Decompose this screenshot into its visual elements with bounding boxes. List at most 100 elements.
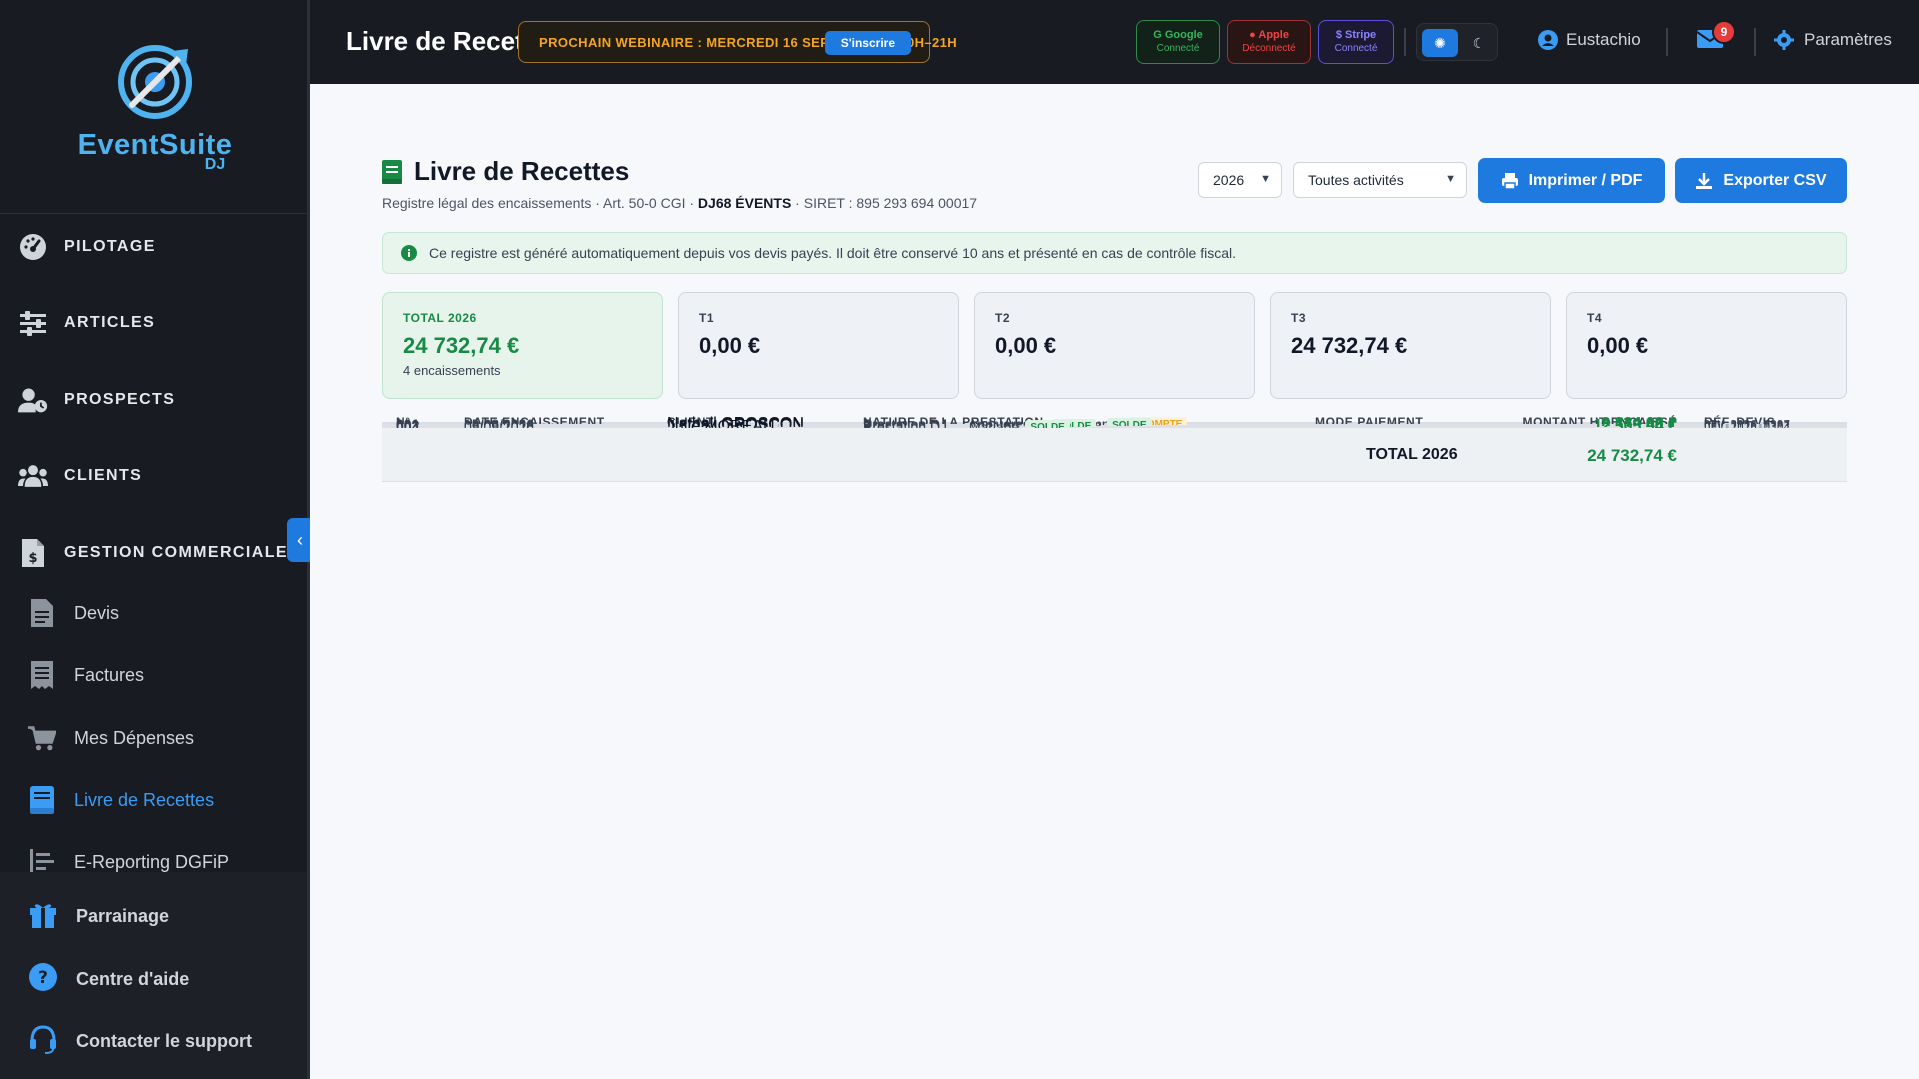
- integration-name: Google: [1164, 29, 1203, 42]
- page-header: Livre de Recettes Registre légal des enc…: [382, 156, 977, 211]
- table-footer: TOTAL 2026 24 732,74 €: [382, 428, 1847, 482]
- gift-icon: [28, 899, 58, 934]
- users-icon: [18, 461, 48, 491]
- divider: [1404, 28, 1406, 56]
- nav-item-depenses[interactable]: Mes Dépenses: [0, 722, 307, 754]
- dashboard-gauge-icon: [18, 232, 48, 262]
- receipts-table: N° DATE ENCAISSEMENT CLIENT NATURE DE LA…: [382, 415, 1847, 482]
- nav-item-centre-aide[interactable]: ? Centre d'aide: [0, 962, 307, 997]
- print-pdf-button[interactable]: Imprimer / PDF: [1478, 158, 1665, 203]
- nav-item-label: Livre de Recettes: [74, 789, 215, 810]
- nav-item-e-reporting[interactable]: E-Reporting DGFiP: [0, 846, 307, 878]
- theme-toggle[interactable]: ✺ ☾: [1416, 23, 1498, 61]
- gear-icon: [1774, 30, 1794, 50]
- nav-item-label: Devis: [74, 602, 120, 623]
- nav-section-label: PROSPECTS: [64, 391, 176, 408]
- activity-select-value: Toutes activités: [1308, 172, 1404, 188]
- footer-total-label: TOTAL 2026: [1366, 446, 1458, 463]
- activity-select[interactable]: Toutes activités ▼: [1293, 162, 1467, 198]
- logo-subtext: DJ: [204, 156, 226, 173]
- subtitle-suffix: · SIRET : 895 293 694 00017: [791, 195, 978, 211]
- nav-section-articles[interactable]: ARTICLES: [0, 306, 307, 340]
- nav-section-label: ARTICLES: [64, 314, 156, 331]
- settings-button[interactable]: Paramètres: [1774, 30, 1892, 50]
- summary-card-t4: T4 0,00 €: [1566, 292, 1847, 399]
- summary-card-t1: T1 0,00 €: [678, 292, 959, 399]
- nav-item-label: E-Reporting DGFiP: [74, 851, 230, 872]
- card-value: 0,00 €: [995, 333, 1057, 358]
- nav-section-label: PILOTAGE: [64, 238, 156, 255]
- invoice-dollar-icon: $: [18, 538, 48, 568]
- integration-status: Déconnecté: [1242, 42, 1296, 54]
- card-value: 0,00 €: [1587, 333, 1649, 358]
- nav-item-factures[interactable]: Factures: [0, 659, 307, 691]
- card-value: 24 732,74 €: [403, 333, 520, 358]
- info-text: Ce registre est généré automatiquement d…: [429, 245, 1237, 261]
- cart-icon: [28, 724, 56, 752]
- nav-section-prospects[interactable]: PROSPECTS: [0, 383, 307, 417]
- svg-text:?: ?: [38, 968, 48, 988]
- google-integration-badge[interactable]: G Google Connecté: [1136, 20, 1220, 64]
- info-circle-icon: [401, 245, 417, 261]
- card-value: 24 732,74 €: [1291, 333, 1408, 358]
- nav-item-parrainage[interactable]: Parrainage: [0, 900, 307, 932]
- list-chart-icon: [28, 848, 56, 876]
- sidebar-collapse-button[interactable]: ‹: [287, 518, 313, 562]
- nav-section-pilotage[interactable]: PILOTAGE: [0, 230, 307, 264]
- webinar-register-button[interactable]: S'inscrire: [824, 31, 911, 55]
- year-select[interactable]: 2026 ▼: [1198, 162, 1282, 198]
- main-content: Livre de Recettes Registre légal des enc…: [310, 84, 1919, 1079]
- divider: [1666, 28, 1668, 56]
- topbar: Livre de Recettes PROCHAIN WEBINAIRE : M…: [310, 0, 1919, 84]
- summary-card-t2: T2 0,00 €: [974, 292, 1255, 399]
- card-label: T2: [995, 311, 1011, 325]
- receipt-icon: [28, 661, 56, 689]
- user-circle-icon: [1538, 30, 1558, 50]
- chevron-down-icon: ▼: [1445, 173, 1456, 185]
- book-icon: [382, 159, 402, 184]
- export-csv-button[interactable]: Exporter CSV: [1675, 158, 1847, 203]
- book-icon: [28, 786, 56, 814]
- apple-icon: ●: [1249, 29, 1256, 42]
- nav-section-label: GESTION COMMERCIALE: [64, 544, 288, 561]
- integration-status: Connecté: [1334, 42, 1378, 54]
- year-select-value: 2026: [1213, 172, 1245, 188]
- question-circle-icon: ?: [28, 962, 58, 997]
- user-menu[interactable]: Eustachio: [1538, 30, 1641, 50]
- nav-section-gestion-commerciale[interactable]: $ GESTION COMMERCIALE: [0, 536, 307, 570]
- notifications-badge: 9: [1712, 20, 1736, 44]
- nav-section-label: CLIENTS: [64, 467, 143, 484]
- page-subtitle: Registre légal des encaissements · Art. …: [382, 195, 977, 211]
- subtitle-prefix: Registre légal des encaissements · Art. …: [382, 195, 698, 211]
- footer-total-amount: 24 732,74 €: [1587, 446, 1677, 465]
- integration-name: Stripe: [1345, 29, 1377, 42]
- card-label: TOTAL 2026: [403, 311, 477, 325]
- apple-integration-badge[interactable]: ● Apple Déconnecté: [1227, 20, 1311, 64]
- integration-name: Apple: [1258, 29, 1289, 42]
- google-icon: G: [1153, 29, 1162, 42]
- divider: [1754, 28, 1756, 56]
- logo[interactable]: EventSuite DJ: [0, 0, 310, 214]
- card-note: 4 encaissements: [403, 363, 501, 378]
- chevron-down-icon: ▼: [1260, 173, 1271, 185]
- headset-icon: [28, 1024, 58, 1059]
- moon-icon[interactable]: ☾: [1472, 34, 1486, 51]
- nav-item-support[interactable]: Contacter le support: [0, 1024, 307, 1059]
- summary-card-t3: T3 24 732,74 €: [1270, 292, 1551, 399]
- stripe-integration-badge[interactable]: $ Stripe Connecté: [1318, 20, 1394, 64]
- print-pdf-label: Imprimer / PDF: [1528, 171, 1643, 189]
- info-banner: Ce registre est généré automatiquement d…: [382, 232, 1847, 274]
- company-name: DJ68 ÉVENTS: [697, 195, 792, 211]
- nav-item-label: Mes Dépenses: [74, 727, 195, 748]
- page-title-row: Livre de Recettes: [382, 156, 977, 187]
- card-value: 0,00 €: [699, 333, 761, 358]
- sun-icon[interactable]: ✺: [1422, 29, 1458, 57]
- sidebar: EventSuite DJ PILOTAGE ARTICLES PROSPECT…: [0, 0, 313, 1079]
- logo-text: EventSuite: [77, 129, 233, 161]
- nav-item-label: Factures: [74, 664, 145, 685]
- nav-item-devis[interactable]: Devis: [0, 597, 307, 629]
- document-icon: [28, 599, 56, 627]
- nav-item-label: Contacter le support: [76, 1030, 253, 1051]
- nav-section-clients[interactable]: CLIENTS: [0, 459, 307, 493]
- nav-item-livre-de-recettes[interactable]: Livre de Recettes: [0, 784, 307, 816]
